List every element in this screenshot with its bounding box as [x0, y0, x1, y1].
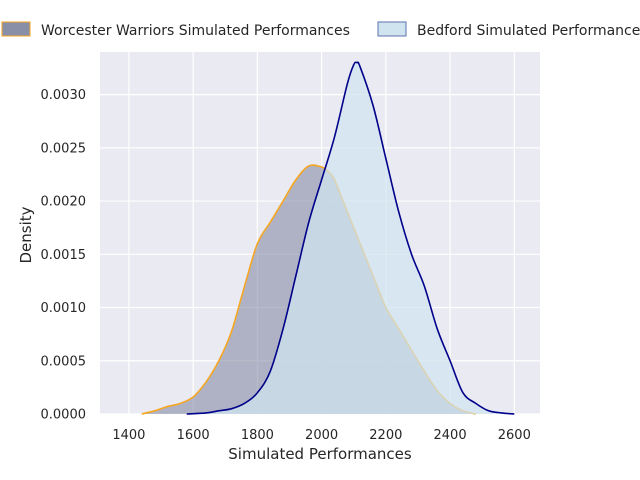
y-tick-label: 0.0025	[41, 141, 87, 156]
legend: Worcester Warriors Simulated Performance…	[1, 21, 640, 39]
x-tick-label: 1600	[177, 428, 210, 443]
y-axis-title: Density	[17, 206, 35, 263]
x-tick-label: 2600	[498, 428, 531, 443]
y-tick-label: 0.0030	[41, 88, 87, 103]
y-axis-ticks: 0.0000 0.0005 0.0010 0.0015 0.0020 0.0025 0.00…	[41, 88, 87, 422]
x-axis-title: Simulated Performances	[228, 445, 412, 463]
y-tick-label: 0.0005	[41, 354, 87, 369]
x-tick-label: 2000	[305, 428, 338, 443]
area-bedford	[186, 62, 515, 415]
legend-swatch-bedford	[377, 21, 407, 37]
legend-label-worcester: Worcester Warriors Simulated Performance…	[41, 23, 350, 39]
y-tick-label: 0.0000	[41, 408, 87, 423]
legend-label-bedford: Bedford Simulated Performances	[417, 23, 640, 39]
x-tick-label: 1800	[241, 428, 274, 443]
y-tick-label: 0.0015	[41, 248, 87, 263]
y-tick-label: 0.0020	[41, 195, 87, 210]
x-axis-ticks: 1400 1600 1800 2000 2200 2400 2600	[112, 428, 530, 443]
y-tick-label: 0.0010	[41, 301, 87, 316]
density-line-bedford	[186, 61, 515, 415]
x-tick-label: 2200	[369, 428, 402, 443]
series-layer	[141, 61, 515, 415]
legend-swatch-worcester	[1, 21, 31, 37]
x-tick-label: 1400	[112, 428, 145, 443]
x-tick-label: 2400	[434, 428, 467, 443]
